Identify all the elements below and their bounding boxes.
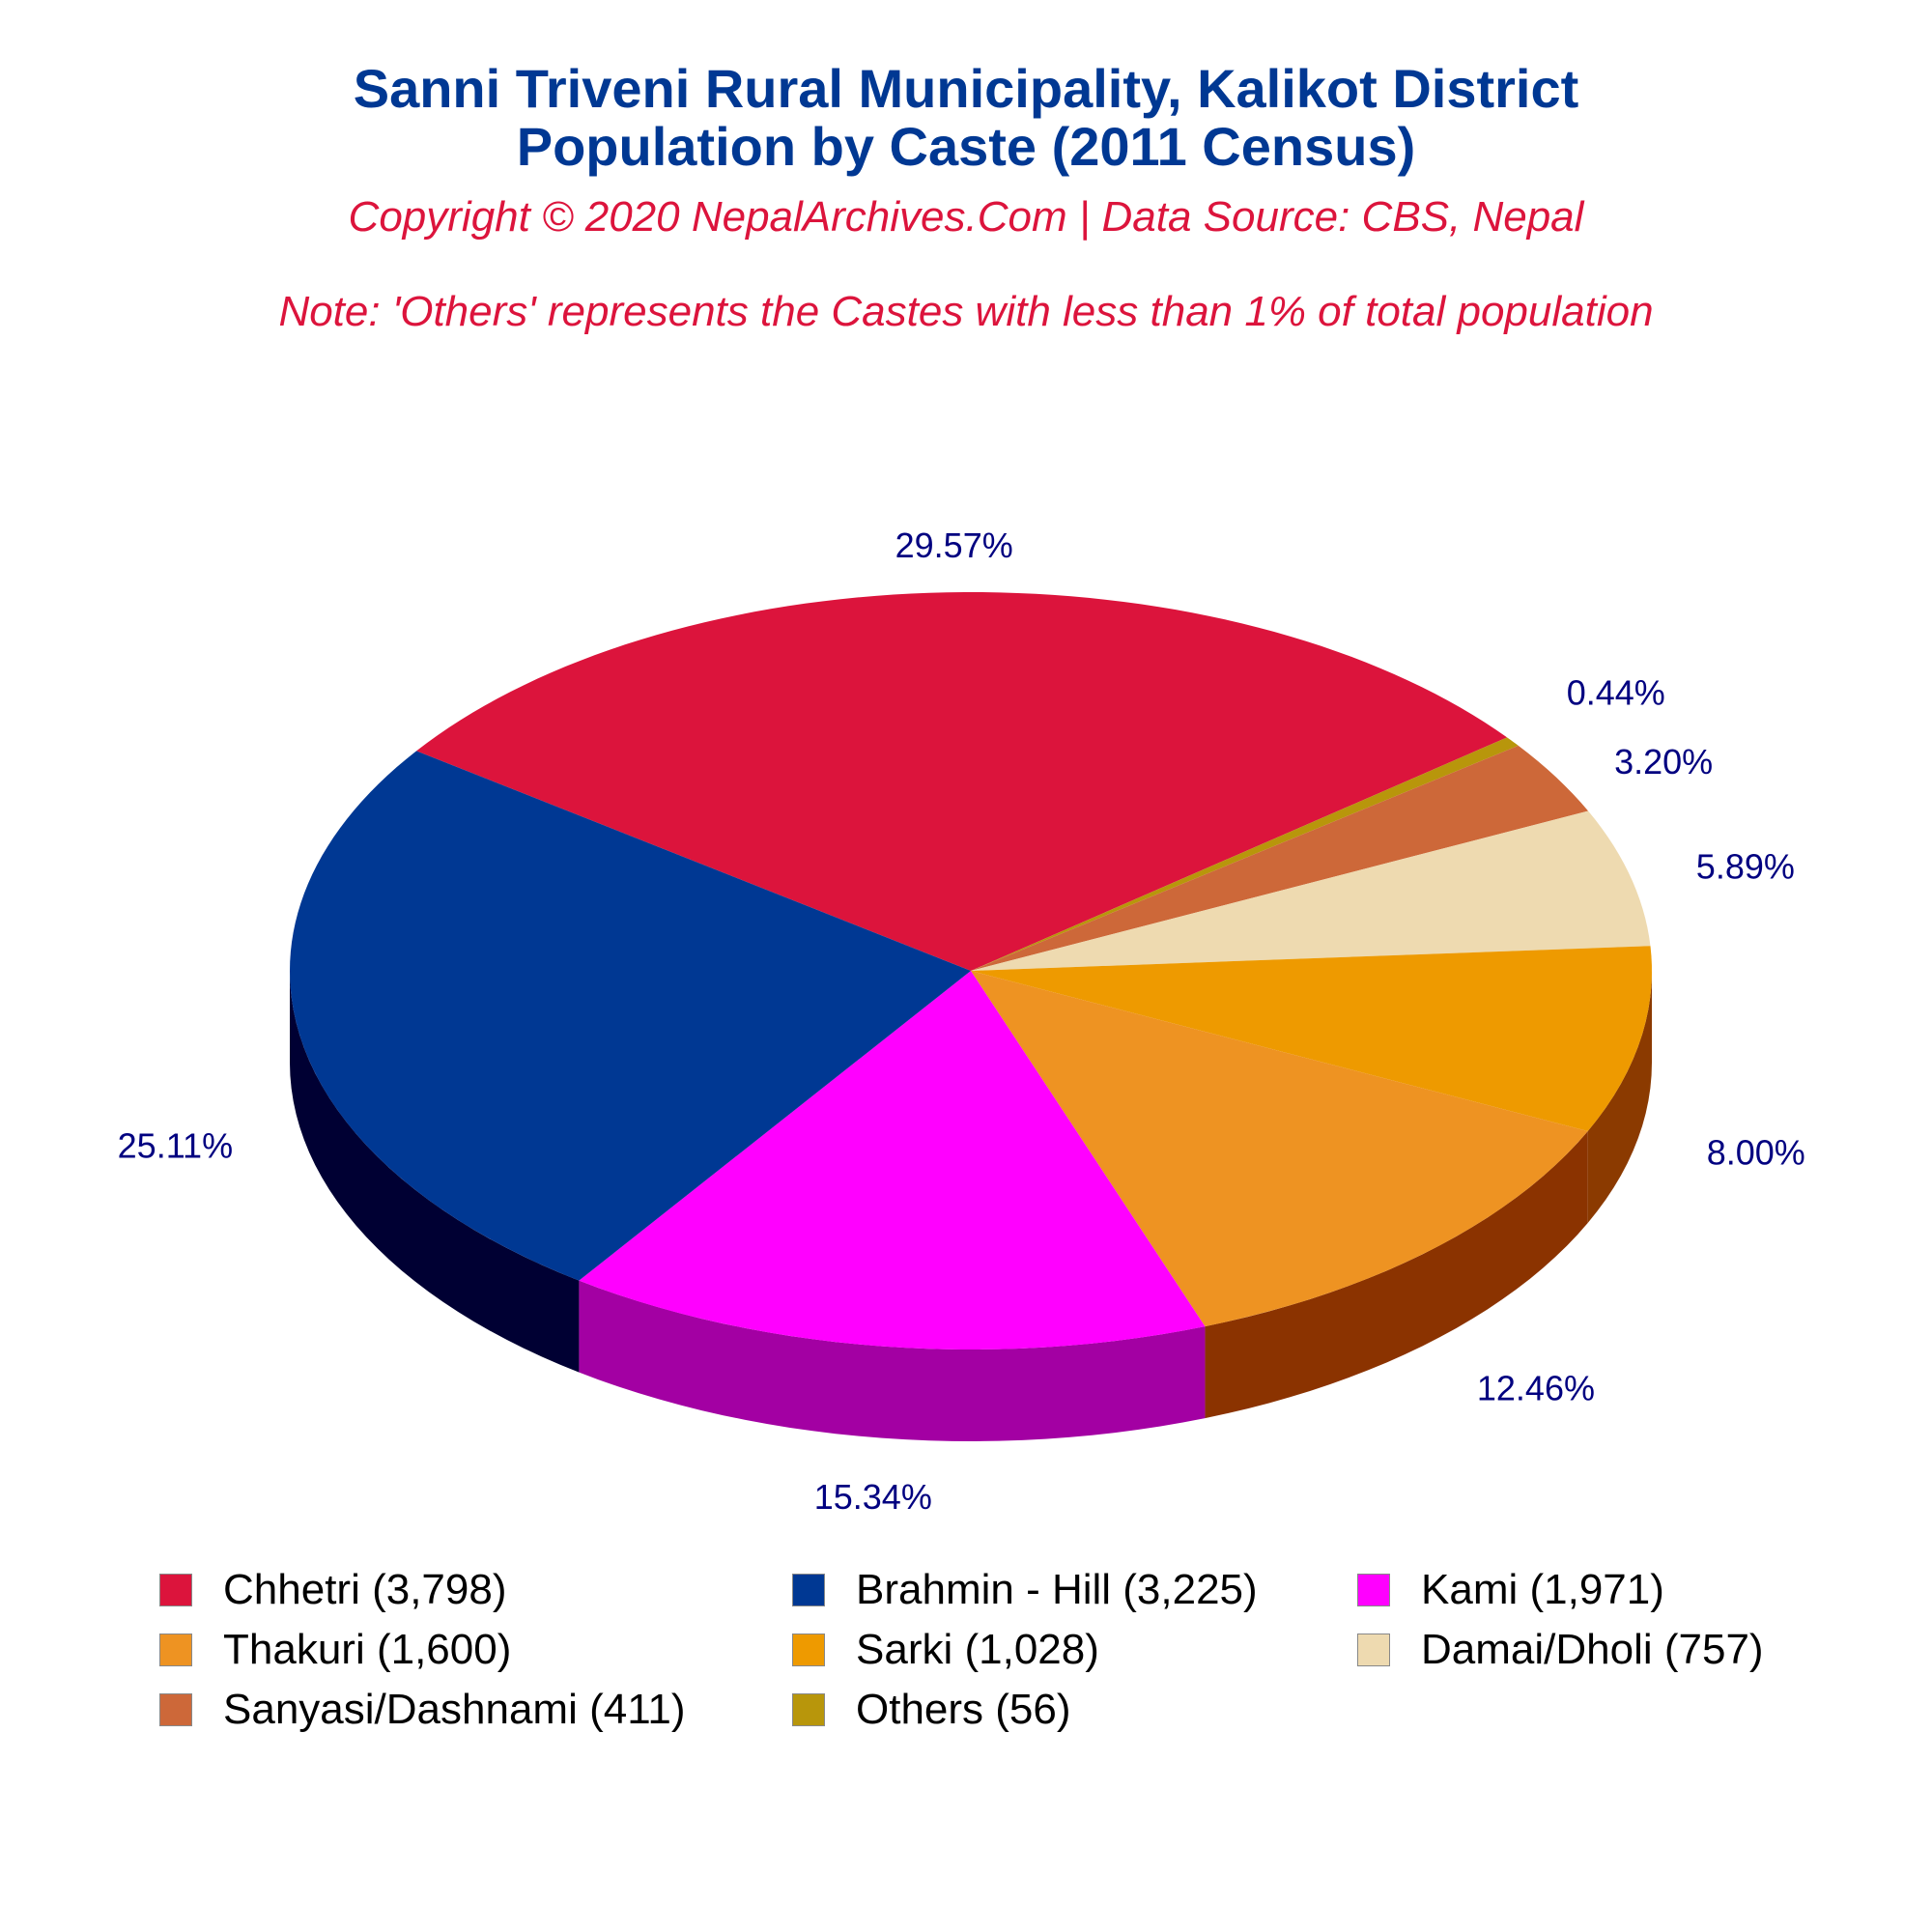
pie-sides (290, 971, 1652, 1441)
pie-slice-chhetri (416, 592, 1508, 971)
pie-side-thakuri (1205, 1130, 1588, 1419)
pie-slice-others (971, 737, 1519, 971)
legend-swatch-kami (1357, 1574, 1390, 1606)
legend-item-thakuri: Thakuri (1,600) (159, 1623, 792, 1677)
legend-swatch-brahmin-hill (792, 1574, 825, 1606)
copyright-text: Copyright © 2020 NepalArchives.Com | Dat… (348, 193, 1584, 241)
chart-title-line-1: Sanni Triveni Rural Municipality, Kaliko… (353, 58, 1579, 119)
pie-side-kami (579, 1280, 1206, 1441)
legend-label-damai-dholi: Damai/Dholi (757) (1421, 1626, 1764, 1673)
pie-label-sarki: 8.00% (1707, 1133, 1805, 1173)
pie-slice-kami (579, 971, 1206, 1350)
legend-label-thakuri: Thakuri (1,600) (223, 1626, 512, 1673)
legend-label-chhetri: Chhetri (3,798) (223, 1566, 507, 1613)
pie-slice-sarki (971, 946, 1652, 1131)
legend-item-damai-dholi: Damai/Dholi (757) (1357, 1623, 1821, 1677)
legend-swatch-others (792, 1693, 825, 1726)
note-text: Note: 'Others' represents the Castes wit… (278, 288, 1654, 335)
legend-label-brahmin-hill: Brahmin - Hill (3,225) (856, 1566, 1258, 1613)
legend-label-others: Others (56) (856, 1686, 1071, 1733)
legend-label-kami: Kami (1,971) (1421, 1566, 1664, 1613)
pie-label-kami: 15.34% (814, 1477, 932, 1517)
pie-labels: 29.57% 0.44% 3.20% 5.89% 8.00% 12.46% 15.34% 25… (118, 526, 1805, 1517)
pie-chart: 29.57% 0.44% 3.20% 5.89% 8.00% 12.46% 15.34% 25… (118, 526, 1805, 1517)
legend-item-sarki: Sarki (1,028) (792, 1623, 1357, 1677)
chart-title: Sanni Triveni Rural Municipality, Kaliko… (0, 60, 1932, 176)
legend-label-sarki: Sarki (1,028) (856, 1626, 1099, 1673)
pie-side-brahmin-hill (290, 971, 580, 1373)
pie-label-chhetri: 29.57% (895, 526, 1013, 565)
legend-item-sanyasi-dashnami: Sanyasi/Dashnami (411) (159, 1683, 792, 1737)
legend-item-chhetri: Chhetri (3,798) (159, 1563, 792, 1617)
chart-legend: Chhetri (3,798) Brahmin - Hill (3,225) Kam… (159, 1563, 1821, 1737)
pie-label-thakuri: 12.46% (1477, 1369, 1595, 1408)
pie-slice-thakuri (971, 971, 1588, 1327)
pie-label-sanyasi-dashnami: 3.20% (1614, 742, 1713, 781)
legend-item-kami: Kami (1,971) (1357, 1563, 1821, 1617)
legend-swatch-sarki (792, 1634, 825, 1666)
legend-swatch-chhetri (159, 1574, 192, 1606)
chart-title-line-2: Population by Caste (2011 Census) (516, 116, 1416, 177)
pie-slice-sanyasi-dashnami (971, 745, 1589, 971)
pie-label-brahmin-hill: 25.11% (118, 1125, 233, 1165)
pie-label-damai-dholi: 5.89% (1696, 846, 1795, 886)
pie-slice-damai-dholi (971, 810, 1651, 971)
legend-item-brahmin-hill: Brahmin - Hill (3,225) (792, 1563, 1357, 1617)
legend-label-sanyasi-dashnami: Sanyasi/Dashnami (411) (223, 1686, 686, 1733)
pie-side-sarki (1587, 971, 1652, 1223)
pie-label-others: 0.44% (1567, 672, 1665, 712)
pie-slice-brahmin-hill (290, 751, 971, 1281)
legend-swatch-thakuri (159, 1634, 192, 1666)
legend-item-others: Others (56) (792, 1683, 1357, 1737)
legend-swatch-sanyasi-dashnami (159, 1693, 192, 1726)
legend-swatch-damai-dholi (1357, 1634, 1390, 1666)
pie-slices (290, 592, 1652, 1350)
